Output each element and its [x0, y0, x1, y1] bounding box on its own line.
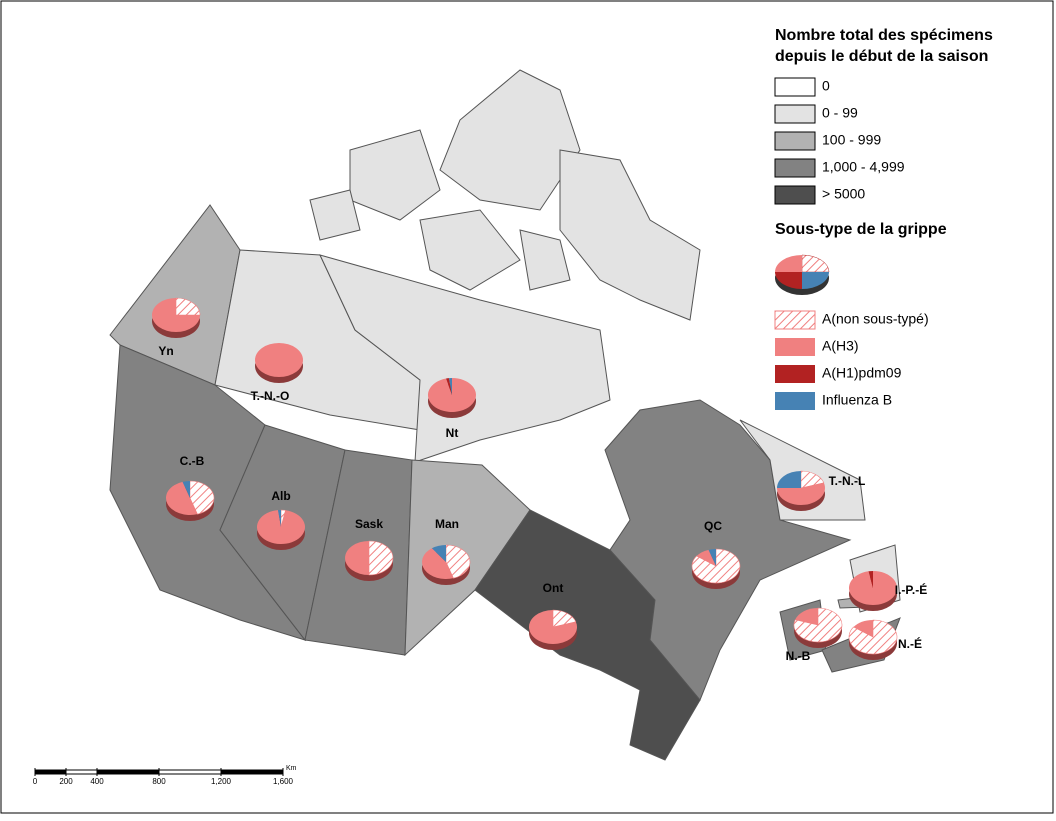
pie-slice — [777, 471, 801, 488]
pie-slice — [421, 548, 454, 580]
region-label: N.-É — [898, 636, 922, 651]
legend: Nombre total des spécimens depuis le déb… — [774, 27, 993, 410]
pie-slice — [345, 541, 369, 575]
scale-bar-segment — [97, 770, 159, 774]
pie-slice — [152, 298, 200, 332]
pie-slice — [552, 609, 577, 628]
scale-label: 1,200 — [211, 777, 232, 786]
scale-bar-segment — [221, 770, 283, 774]
scale-unit: Km — [286, 765, 297, 772]
region-label: T.-N.-O — [251, 389, 290, 403]
scale-label: 1,600 — [273, 777, 294, 786]
scale-label: 800 — [152, 777, 166, 786]
pie-slice — [256, 510, 305, 544]
legend-swatch — [774, 77, 816, 97]
region-label: Man — [435, 517, 459, 531]
scale-bar-segment — [35, 770, 66, 774]
legend-swatch — [774, 158, 816, 178]
region-label: Ont — [543, 581, 564, 595]
legend-swatch — [774, 104, 816, 124]
pie-slice — [175, 297, 201, 316]
region-label: T.-N.-L — [829, 474, 866, 488]
pie-slice — [868, 571, 873, 588]
region-label: Sask — [355, 517, 383, 531]
sample-pie — [775, 254, 830, 295]
scale-label: 0 — [33, 777, 38, 786]
pie-slice — [793, 607, 843, 643]
pie-slice — [277, 509, 281, 527]
region-label: I.-P.-É — [895, 582, 927, 597]
legend-swatch — [775, 338, 815, 356]
pie-slice — [445, 544, 471, 579]
legend-label: 100 - 999 — [822, 132, 881, 148]
pie-slice — [446, 378, 452, 395]
pie-slice — [280, 509, 286, 528]
pie-slice — [431, 545, 446, 562]
pie-slice — [529, 610, 578, 645]
legend-title: Nombre total des spécimens — [775, 27, 993, 44]
legend-swatch — [774, 185, 816, 205]
pie-slice — [448, 377, 452, 395]
pie-slice — [368, 540, 394, 576]
legend-swatch — [774, 310, 816, 330]
region-label: N.-B — [786, 649, 811, 663]
pie-slice — [777, 482, 825, 505]
legend-swatch — [775, 365, 815, 383]
pie-slice — [848, 619, 898, 655]
region-label: Alb — [271, 489, 290, 503]
pie-slice — [182, 480, 190, 498]
arctic-islands — [309, 69, 701, 321]
legend-title: depuis le début de la saison — [775, 48, 988, 65]
legend-swatch — [775, 392, 815, 410]
legend-label: A(H1)pdm09 — [822, 365, 902, 381]
pie-slice — [189, 480, 215, 515]
pie-slice — [691, 548, 741, 584]
legend-label: A(non sous-typé) — [822, 311, 929, 327]
pie-slice — [708, 549, 716, 566]
legend-label: > 5000 — [822, 186, 865, 202]
pie-slice — [165, 481, 198, 516]
quebec — [604, 399, 852, 701]
pie-slice — [427, 378, 476, 412]
region-label: C.-B — [180, 454, 205, 468]
region-label: Yn — [158, 344, 173, 358]
pie-slice — [800, 470, 825, 489]
pie-slice — [853, 620, 873, 637]
scale-label: 200 — [59, 777, 73, 786]
legend-label: 0 — [822, 78, 830, 94]
subtype-title: Sous-type de la grippe — [775, 221, 947, 238]
pie-slice — [696, 549, 716, 566]
newfoundland-labrador — [739, 419, 866, 521]
legend-label: Influenza B — [822, 392, 892, 408]
pie-slice — [795, 608, 818, 625]
region-label: Nt — [446, 426, 459, 440]
legend-label: 1,000 - 4,999 — [822, 159, 905, 175]
legend-label: A(H3) — [822, 338, 859, 354]
nunavut — [319, 254, 611, 463]
legend-swatch — [774, 131, 816, 151]
pie-slice — [255, 343, 303, 377]
pie-slice — [848, 571, 897, 605]
scale-bar: 0 200 400 800 1,200 1,600 Km — [33, 765, 297, 786]
legend-label: 0 - 99 — [822, 105, 858, 121]
region-label: QC — [704, 519, 722, 533]
scale-label: 400 — [90, 777, 104, 786]
